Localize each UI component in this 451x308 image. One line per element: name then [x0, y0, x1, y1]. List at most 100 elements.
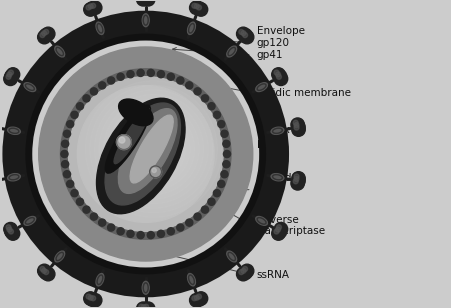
Circle shape: [88, 4, 93, 9]
Circle shape: [236, 267, 250, 281]
Circle shape: [88, 294, 102, 307]
Circle shape: [127, 71, 134, 78]
Circle shape: [274, 70, 279, 75]
Circle shape: [104, 99, 204, 199]
Circle shape: [152, 168, 156, 172]
Circle shape: [137, 69, 144, 76]
Circle shape: [131, 126, 176, 172]
Circle shape: [142, 302, 155, 308]
Circle shape: [140, 136, 167, 163]
Circle shape: [221, 171, 228, 178]
Circle shape: [127, 230, 134, 237]
Circle shape: [61, 150, 68, 158]
Circle shape: [152, 243, 161, 252]
Circle shape: [177, 224, 184, 231]
Circle shape: [147, 69, 154, 76]
Circle shape: [273, 70, 287, 83]
Ellipse shape: [256, 83, 267, 91]
Circle shape: [182, 235, 191, 243]
Circle shape: [293, 179, 298, 184]
Circle shape: [233, 129, 242, 137]
Circle shape: [208, 103, 215, 110]
Ellipse shape: [119, 99, 153, 126]
Circle shape: [41, 268, 46, 273]
Circle shape: [135, 131, 172, 167]
Circle shape: [67, 120, 74, 128]
Circle shape: [117, 113, 190, 185]
Text: p24: p24: [257, 185, 276, 195]
Circle shape: [91, 3, 96, 8]
Ellipse shape: [8, 127, 20, 134]
Circle shape: [41, 31, 46, 36]
Circle shape: [192, 229, 200, 238]
Circle shape: [62, 200, 70, 208]
Ellipse shape: [227, 46, 237, 57]
Circle shape: [57, 191, 65, 199]
Circle shape: [76, 85, 215, 223]
Circle shape: [291, 118, 304, 132]
Circle shape: [294, 174, 299, 179]
Circle shape: [197, 5, 202, 10]
Circle shape: [276, 74, 281, 79]
Ellipse shape: [118, 109, 177, 193]
Circle shape: [294, 123, 299, 128]
Circle shape: [6, 74, 11, 79]
Circle shape: [221, 100, 230, 108]
Circle shape: [107, 77, 115, 84]
Circle shape: [189, 294, 203, 307]
Circle shape: [189, 1, 203, 14]
Ellipse shape: [256, 217, 267, 225]
Circle shape: [119, 137, 125, 143]
Circle shape: [64, 171, 71, 178]
Circle shape: [294, 125, 299, 130]
Circle shape: [53, 119, 61, 127]
Circle shape: [241, 268, 246, 273]
Circle shape: [230, 181, 239, 189]
Circle shape: [149, 144, 158, 154]
Circle shape: [233, 171, 242, 179]
Circle shape: [276, 72, 281, 77]
Circle shape: [293, 120, 298, 125]
Circle shape: [37, 264, 51, 278]
Circle shape: [47, 150, 56, 158]
Circle shape: [107, 224, 115, 231]
Circle shape: [192, 70, 200, 79]
Circle shape: [235, 160, 244, 169]
Circle shape: [142, 56, 150, 64]
Ellipse shape: [96, 22, 104, 34]
Ellipse shape: [188, 274, 195, 286]
Circle shape: [99, 94, 208, 204]
Circle shape: [50, 171, 58, 179]
Circle shape: [197, 294, 202, 299]
Text: Capsid: Capsid: [257, 173, 292, 183]
Text: ssRNA: ssRNA: [257, 270, 290, 280]
Ellipse shape: [130, 115, 173, 183]
Circle shape: [41, 267, 55, 281]
Circle shape: [292, 172, 305, 185]
Circle shape: [173, 239, 181, 247]
Circle shape: [71, 190, 78, 197]
Circle shape: [48, 160, 56, 169]
Circle shape: [276, 227, 281, 232]
Circle shape: [116, 135, 131, 150]
Circle shape: [120, 58, 129, 67]
Circle shape: [122, 117, 185, 181]
Circle shape: [78, 86, 214, 222]
Circle shape: [74, 82, 218, 226]
Circle shape: [137, 302, 150, 308]
Circle shape: [44, 270, 49, 275]
Circle shape: [101, 65, 109, 73]
Circle shape: [173, 61, 181, 69]
Circle shape: [6, 225, 11, 230]
Ellipse shape: [55, 46, 64, 57]
Circle shape: [110, 61, 119, 69]
Circle shape: [126, 122, 181, 176]
Circle shape: [99, 219, 106, 226]
Circle shape: [150, 166, 161, 178]
Circle shape: [147, 232, 154, 239]
Circle shape: [152, 56, 161, 65]
Circle shape: [60, 69, 231, 239]
Circle shape: [4, 222, 17, 236]
Circle shape: [167, 228, 175, 235]
Circle shape: [94, 90, 213, 208]
